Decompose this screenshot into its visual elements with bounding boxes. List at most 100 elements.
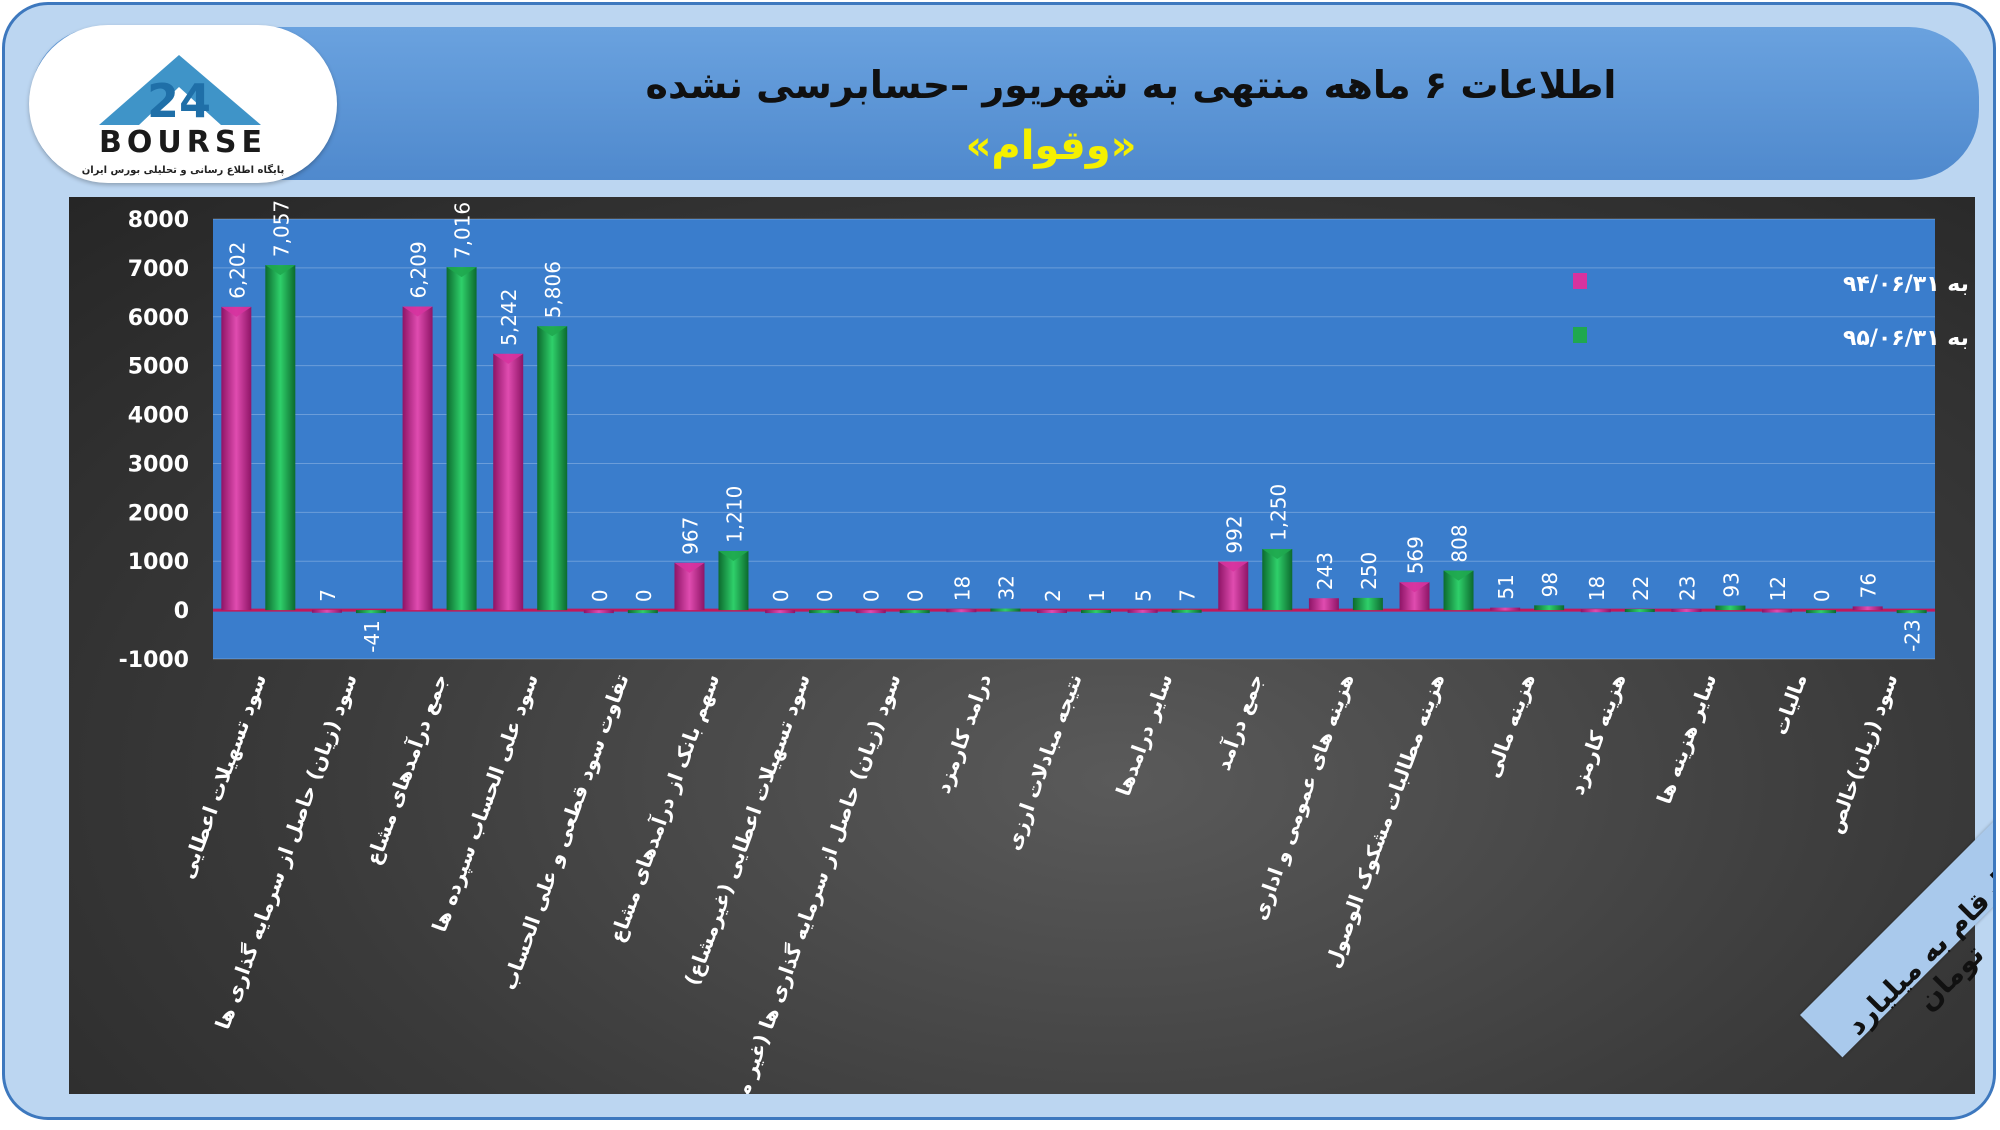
data-label-series-1: 51 [1494,574,1518,599]
y-tick-label: 2000 [128,501,189,526]
x-category-label: مالیات [1768,671,1812,739]
bar-cap-series-1 [221,306,252,317]
bar-series-2 [446,267,477,611]
data-label-series-2: 93 [1719,572,1743,597]
data-label-series-2: 5,806 [541,261,565,318]
data-label-series-2: 32 [994,575,1018,600]
data-label-series-2: 0 [904,589,928,602]
y-tick-label: 4000 [128,404,189,429]
bar-series-2 [899,610,930,614]
data-label-series-2: 0 [632,589,656,602]
bar-series-1 [221,306,252,611]
data-label-series-1: 2 [1041,589,1065,602]
y-tick-label: -1000 [119,648,189,673]
x-category-label: سود (زیان)خالص [1822,671,1902,837]
x-category-label: سود علی الحساب سپرده ها [427,671,544,936]
bar-series-1 [1580,609,1611,613]
bar-cap-series-1 [402,306,433,317]
data-label-series-1: 6,209 [407,241,431,298]
data-label-series-1: 243 [1313,552,1337,590]
x-category-label: سهم بانک از درآمدهای مشاع [604,670,725,945]
legend-label-series-1: عملکرد منتهی به ۹۴/۰۶/۳۱ [1843,272,1975,297]
bar-series-1 [402,306,433,611]
bar-series-1 [1671,608,1702,612]
bar-series-1 [1852,606,1883,611]
bar-series-1 [1127,609,1158,613]
logo-number: 24 [147,74,211,128]
bar-series-2 [1171,609,1202,613]
y-tick-label: 8000 [128,208,189,233]
bar-series-2 [1352,597,1383,611]
bar-series-2 [627,610,658,614]
bar-cap-series-1 [493,353,524,364]
x-category-label: هزینه کارمزد [1565,671,1631,798]
x-category-label: درامد کارمزد [931,671,996,797]
data-label-series-1: 76 [1857,573,1881,598]
data-label-series-1: 12 [1766,576,1790,601]
bar-series-1 [583,610,614,614]
x-category-label: جمع درآمد [1210,670,1268,773]
bar-series-1 [1762,609,1793,613]
x-category-label: هزینه های عمومی و اداری [1247,671,1359,924]
bar-cap-series-1 [1399,582,1430,593]
data-label-series-1: 569 [1404,536,1428,574]
bar-series-2 [809,610,840,614]
data-label-series-1: 0 [769,589,793,602]
data-label-series-1: 18 [950,576,974,601]
data-label-series-2: 1 [1085,589,1109,602]
data-label-series-2: 7,057 [269,200,293,257]
bar-cap-series-2 [718,550,749,561]
bar-series-2 [355,610,386,614]
bar-cap-series-2 [265,265,296,276]
bar-series-1 [855,610,886,614]
header-banner: اطلاعات ۶ ماهه منتهی به شهریور –حسابرسی … [31,27,1979,180]
x-category-label: سایر درامدها [1111,671,1177,800]
data-label-series-1: 5,242 [497,289,521,346]
bar-series-2 [537,326,568,611]
bar-series-2 [1896,610,1927,614]
data-label-series-1: 18 [1585,576,1609,601]
y-tick-label: 3000 [128,452,189,477]
logo-tagline: پایگاه اطلاع رسانی و تحلیلی بورس ایران [81,165,285,176]
y-tick-label: 5000 [128,355,189,380]
logo-word: BOURSE [99,125,267,160]
bar-series-2 [1534,605,1565,611]
bar-cap-series-2 [1443,570,1474,581]
bar-cap-series-1 [674,562,705,573]
data-label-series-1: 5 [1132,589,1156,602]
bar-series-2 [990,608,1021,612]
bar-cap-series-2 [446,267,477,278]
data-label-series-2: -41 [360,620,384,653]
data-label-series-2: 0 [1810,589,1834,602]
bar-cap-series-2 [1262,549,1293,559]
x-category-label: نتیجه مبادلات ارزی [1001,671,1087,854]
data-label-series-2: 7,016 [451,202,475,259]
bar-series-1 [946,609,977,613]
x-category-label: جمع درآمدهای مشاع [360,670,452,868]
company-name: «وقوام» [965,123,1137,169]
bar-series-1 [1037,610,1067,614]
bar-cap-series-2 [537,326,568,337]
data-label-series-2: 0 [813,589,837,602]
x-category-label: هزینه مالی [1480,671,1540,781]
x-category-label: سایر هزینه ها [1652,671,1721,808]
bourse24-logo: 24 BOURSE پایگاه اطلاع رسانی و تحلیلی بو… [29,25,337,183]
data-label-series-1: 992 [1222,515,1246,553]
bar-series-2 [1081,610,1111,614]
bar-series-1 [1308,598,1339,611]
y-tick-label: 1000 [128,550,189,575]
data-label-series-1: 967 [678,517,702,555]
y-tick-label: 7000 [128,257,189,282]
legend-swatch-series-2 [1573,327,1587,343]
bar-series-1 [765,610,796,614]
data-label-series-1: 6,202 [225,242,249,299]
legend-swatch-series-1 [1573,273,1587,289]
data-label-series-2: 7 [1176,589,1200,602]
bar-series-1 [311,609,342,613]
bar-series-2 [265,265,296,611]
page-title: اطلاعات ۶ ماهه منتهی به شهریور –حسابرسی … [645,63,1617,107]
data-label-series-2: 1,210 [722,486,746,543]
data-label-series-2: 808 [1448,524,1472,562]
data-label-series-2: 22 [1629,576,1653,601]
